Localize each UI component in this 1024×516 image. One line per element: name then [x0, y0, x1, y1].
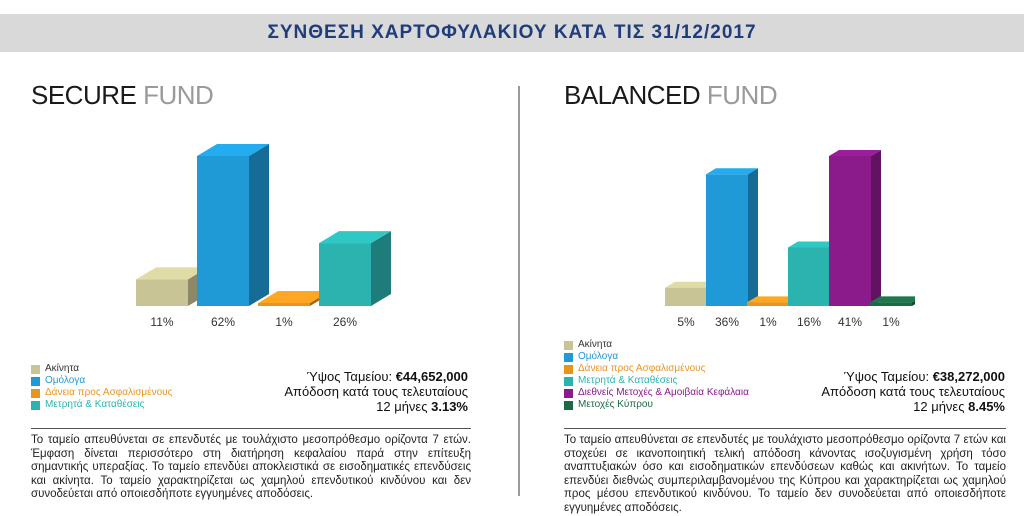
- balanced-fund-title: BALANCED FUND: [564, 80, 778, 111]
- data-label-bonds: 62%: [211, 315, 235, 329]
- data-label-property: 5%: [677, 315, 695, 329]
- balanced-fund-value: €38,272,000: [932, 369, 1005, 384]
- legend-item-bonds: Ομόλογα: [31, 375, 172, 387]
- bar-bonds: [706, 168, 758, 306]
- legend-label-bonds: Ομόλογα: [45, 375, 86, 386]
- bar-intl_equities: [829, 150, 881, 306]
- data-label-property: 11%: [150, 315, 173, 329]
- secure-fund-panel: SECURE FUND 11% 62% 1% 26% Ακίνητα Ομόλογα …: [31, 80, 471, 500]
- secure-separator: [31, 428, 471, 429]
- legend-swatch-cash: [564, 376, 573, 386]
- balanced-separator: [564, 428, 1006, 429]
- legend-label-cash: Μετρητά & Καταθέσεις: [45, 399, 145, 410]
- header-bar: ΣΥΝΘΕΣΗ ΧΑΡΤΟΦΥΛΑΚΙΟΥ ΚΑΤΑ ΤΙΣ 31/12/201…: [0, 14, 1024, 52]
- balanced-fund-value-label: Ύψος Ταμείου:: [843, 369, 930, 384]
- legend-label-loans: Δάνεια προς Ασφαλισμένους: [45, 387, 173, 398]
- secure-legend: Ακίνητα Ομόλογα Δάνεια προς Ασφαλισμένου…: [31, 363, 172, 411]
- bar-cash: [319, 231, 391, 306]
- secure-fund-title: SECURE FUND: [31, 80, 214, 111]
- legend-item-property: Ακίνητα: [31, 363, 172, 375]
- legend-item-intl-equities: Διεθνείς Μετοχές & Αμοιβαία Κεφάλαια: [564, 387, 749, 399]
- balanced-return-label-2: 12 μήνες: [913, 399, 965, 414]
- balanced-return-label-1: Απόδοση κατά τους τελευταίους: [821, 384, 1005, 399]
- legend-swatch-intl-equities: [564, 388, 573, 398]
- secure-return-value: 3.13%: [431, 399, 468, 414]
- balanced-legend: Ακίνητα Ομόλογα Δάνεια προς Ασφαλισμένου…: [564, 339, 749, 411]
- data-label-loans: 1%: [275, 315, 293, 329]
- data-label-cash: 26%: [333, 315, 357, 329]
- secure-return-label-1: Απόδοση κατά τους τελευταίους: [284, 384, 468, 399]
- legend-swatch-loans: [564, 364, 573, 374]
- secure-title-main: SECURE: [31, 80, 137, 110]
- secure-fund-stats: Ύψος Ταμείου: €44,652,000 Απόδοση κατά τ…: [230, 369, 468, 414]
- legend-swatch-property: [564, 340, 573, 350]
- legend-item-loans: Δάνεια προς Ασφαλισμένους: [564, 363, 749, 375]
- bar-bonds: [197, 144, 269, 306]
- legend-swatch-cash: [31, 400, 40, 410]
- page-title: ΣΥΝΘΕΣΗ ΧΑΡΤΟΦΥΛΑΚΙΟΥ ΚΑΤΑ ΤΙΣ 31/12/201…: [267, 22, 757, 43]
- legend-item-cash: Μετρητά & Καταθέσεις: [31, 399, 172, 411]
- legend-label-property: Ακίνητα: [45, 363, 80, 374]
- secure-allocation-chart: 11% 62% 1% 26%: [136, 144, 391, 329]
- legend-label-cash: Μετρητά & Καταθέσεις: [578, 375, 678, 386]
- bar-cyprus_equities: [870, 296, 915, 306]
- data-label-cash: 16%: [797, 315, 821, 329]
- legend-item-bonds: Ομόλογα: [564, 351, 749, 363]
- secure-fund-value-label: Ύψος Ταμείου:: [306, 369, 393, 384]
- balanced-return-value: 8.45%: [968, 399, 1005, 414]
- balanced-allocation-chart: 5% 36% 1% 16% 41% 1%: [665, 150, 915, 329]
- legend-swatch-property: [31, 364, 40, 374]
- data-label-cyprus_equities: 1%: [882, 315, 900, 329]
- legend-item-loans: Δάνεια προς Ασφαλισμένους: [31, 387, 172, 399]
- data-label-bonds: 36%: [715, 315, 739, 329]
- data-label-loans: 1%: [759, 315, 777, 329]
- balanced-fund-panel: BALANCED FUND 5% 36% 1% 16% 41% 1% Ακίνητα Ομ…: [520, 0, 1024, 516]
- legend-swatch-bonds: [31, 376, 40, 386]
- secure-title-sub: FUND: [143, 80, 214, 110]
- legend-label-property: Ακίνητα: [578, 339, 613, 350]
- secure-fund-value: €44,652,000: [395, 369, 468, 384]
- data-label-intl_equities: 41%: [838, 315, 862, 329]
- legend-label-bonds: Ομόλογα: [578, 351, 619, 362]
- balanced-fund-stats: Ύψος Ταμείου: €38,272,000 Απόδοση κατά τ…: [765, 369, 1005, 414]
- balanced-description: Το ταμείο απευθύνεται σε επενδυτές με το…: [564, 434, 1006, 514]
- panel-divider: [518, 86, 520, 496]
- legend-item-cyprus-equities: Μετοχές Κύπρου: [564, 399, 749, 411]
- legend-swatch-cyprus-equities: [564, 400, 573, 410]
- secure-description: Το ταμείο απευθύνεται σε επενδυτές με το…: [31, 434, 471, 500]
- secure-return-label-2: 12 μήνες: [376, 399, 428, 414]
- legend-item-cash: Μετρητά & Καταθέσεις: [564, 375, 749, 387]
- legend-label-intl-equities: Διεθνείς Μετοχές & Αμοιβαία Κεφάλαια: [578, 387, 749, 398]
- legend-swatch-loans: [31, 388, 40, 398]
- legend-label-loans: Δάνεια προς Ασφαλισμένους: [578, 363, 706, 374]
- legend-item-property: Ακίνητα: [564, 339, 749, 351]
- legend-label-cyprus-equities: Μετοχές Κύπρου: [578, 399, 653, 410]
- balanced-title-sub: FUND: [706, 80, 778, 110]
- legend-swatch-bonds: [564, 352, 573, 362]
- balanced-title-main: BALANCED: [564, 80, 701, 110]
